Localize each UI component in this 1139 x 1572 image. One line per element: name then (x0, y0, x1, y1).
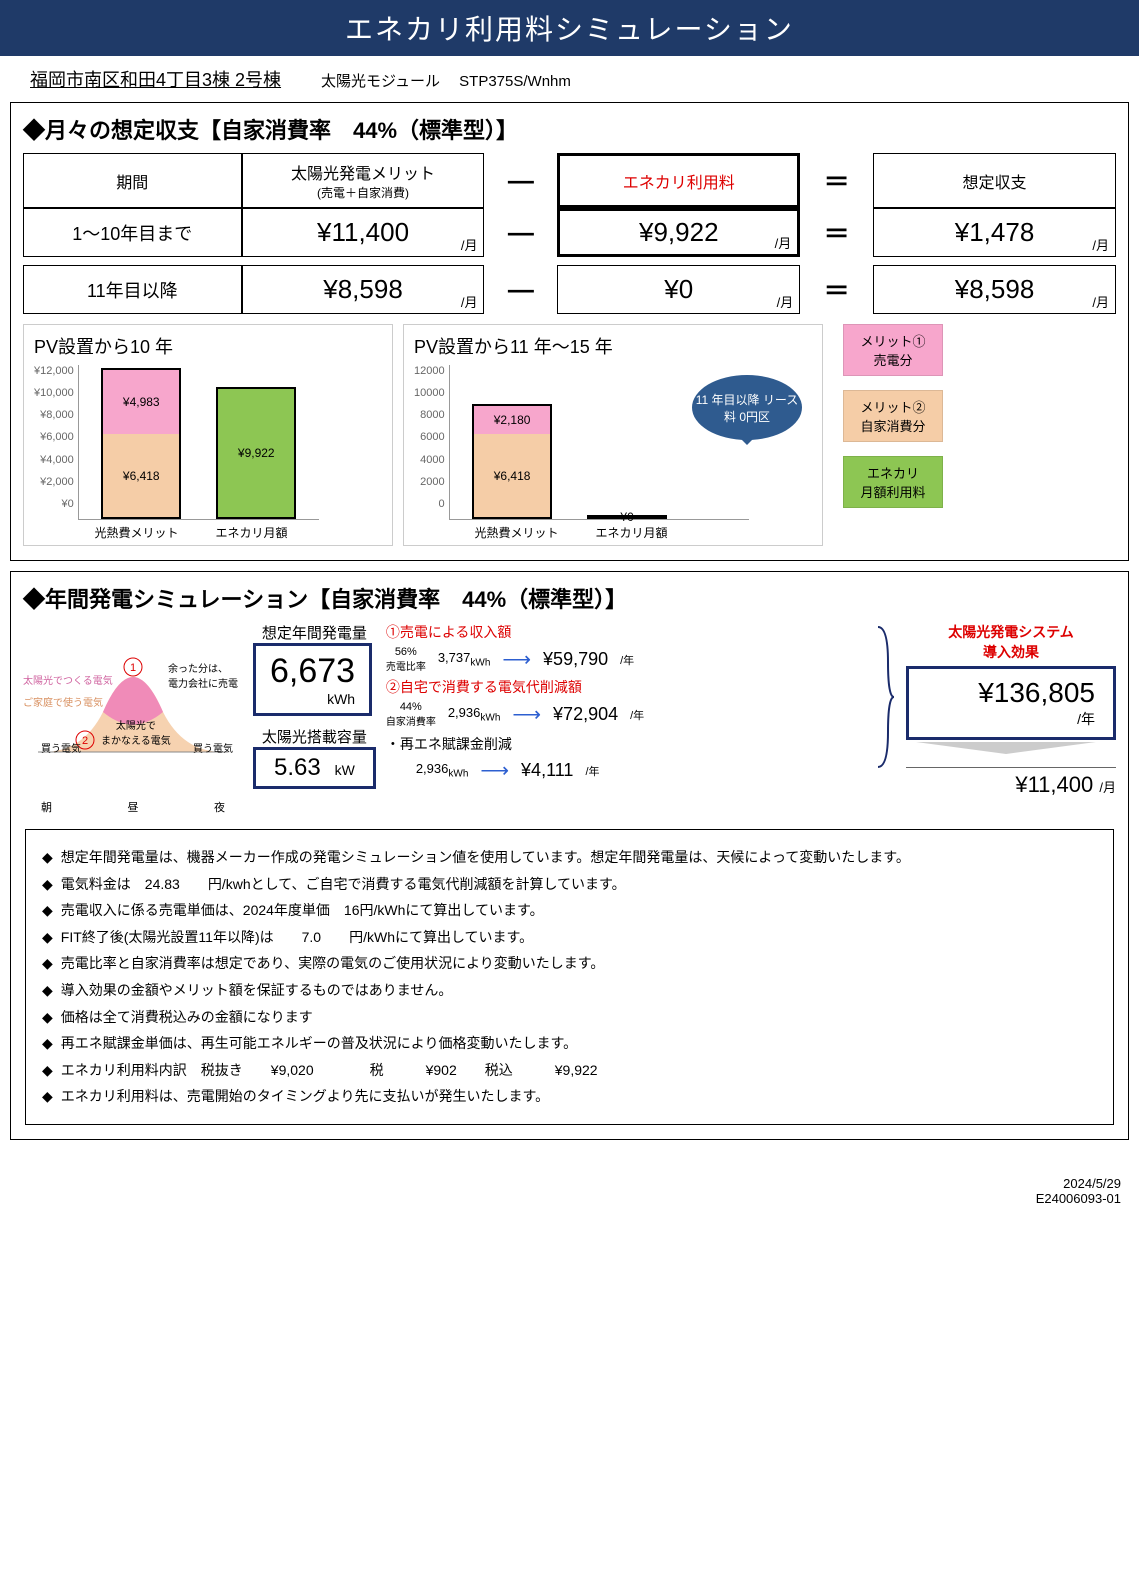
cell-merit: ¥11,400/月 (242, 208, 485, 257)
curve-diagram: 1 2 太陽光でつくる電気 ご家庭で使う電気 余った分は、 電力会社に売電 太陽… (23, 622, 243, 815)
callout-bubble: 11 年目以降 リース料 0円区 (692, 375, 802, 440)
bar-segment: ¥9,922 (218, 389, 294, 517)
sub-header: 福岡市南区和田4丁目3棟 2号棟 太陽光モジュール STP375S/Wnhm (0, 56, 1139, 102)
address: 福岡市南区和田4丁目3棟 2号棟 (30, 66, 281, 92)
chart1-title: PV設置から10 年 (34, 333, 382, 359)
chart-2: PV設置から11 年〜15 年 020004000600080001000012… (403, 324, 823, 546)
module-model: STP375S/Wnhm (459, 73, 571, 90)
table-row: 1〜10年目まで ¥11,400/月 — ¥9,922/月 ＝ ¥1,478/月 (23, 208, 1116, 257)
y-axis: 020004000600080001000012000 (414, 365, 445, 520)
cell-balance: ¥1,478/月 (873, 208, 1116, 257)
note-line: ◆売電収入に係る売電単価は、2024年度単価 16円/kWhにて算出しています。 (42, 897, 1097, 924)
bracket-icon (876, 622, 896, 772)
footer-docno: E24006093-01 (1036, 1191, 1121, 1206)
bars-zone: ¥6,418¥4,983 ¥9,922 (78, 365, 319, 520)
note-line: ◆想定年間発電量は、機器メーカー作成の発電シミュレーション値を使用しています。想… (42, 844, 1097, 871)
note-line: ◆価格は全て消費税込みの金額になります (42, 1004, 1097, 1031)
svg-text:2: 2 (82, 735, 88, 747)
arrow-icon: ⟶ (512, 702, 541, 727)
cell-balance: ¥8,598/月 (873, 265, 1116, 314)
notes-box: ◆想定年間発電量は、機器メーカー作成の発電シミュレーション値を使用しています。想… (25, 829, 1114, 1125)
note-line: ◆FIT終了後(太陽光設置11年以降)は 7.0 円/kWhにて算出しています。 (42, 924, 1097, 951)
charts-row: PV設置から10 年 ¥0¥2,000¥4,000¥6,000¥8,000¥10… (23, 324, 1116, 546)
arrow-icon: ⟶ (502, 647, 531, 672)
annual-section: ◆年間発電シミュレーション【自家消費率 44%（標準型）】 1 2 太陽光でつく… (10, 571, 1129, 1140)
hdr-period: 期間 (23, 153, 242, 208)
footer-date: 2024/5/29 (1036, 1176, 1121, 1191)
arrow-icon: ⟶ (480, 758, 509, 783)
cap-box-wrap: 太陽光搭載容量 5.63 kW (253, 726, 376, 789)
chart-1: PV設置から10 年 ¥0¥2,000¥4,000¥6,000¥8,000¥10… (23, 324, 393, 546)
effect-column: 太陽光発電システム 導入効果 ¥136,805 /年 ¥11,400 /月 (906, 622, 1116, 798)
legend-item: メリット②自家消費分 (843, 390, 943, 442)
footer: 2024/5/29 E24006093-01 (1036, 1176, 1121, 1206)
flow-lines: ①売電による収入額 56%売電比率 3,737kWh ⟶ ¥59,790 /年 … (386, 622, 866, 787)
note-line: ◆エネカリ利用料内訳 税抜き ¥9,020 税 ¥902 税込 ¥9,922 (42, 1057, 1097, 1084)
cell-fee: ¥9,922/月 (557, 208, 800, 257)
down-arrow-icon (906, 740, 1106, 758)
chart2-title: PV設置から11 年〜15 年 (414, 333, 812, 359)
bar-segment: ¥6,418 (103, 434, 179, 517)
effect-box: ¥136,805 /年 (906, 666, 1116, 740)
hdr-merit: 太陽光発電メリット (売電＋自家消費) (242, 153, 485, 208)
note-line: ◆エネカリ利用料は、売電開始のタイミングより先に支払いが発生いたします。 (42, 1083, 1097, 1110)
page-title: エネカリ利用料シミュレーション (0, 0, 1139, 56)
op-equals: ＝ (800, 153, 873, 208)
legend-item: エネカリ月額利用料 (843, 456, 943, 508)
note-line: ◆売電比率と自家消費率は想定であり、実際の電気のご使用状況により変動いたします。 (42, 950, 1097, 977)
table-row: 11年目以降 ¥8,598/月 — ¥0/月 ＝ ¥8,598/月 (23, 265, 1116, 314)
annual-title: ◆年間発電シミュレーション【自家消費率 44%（標準型）】 (23, 582, 1116, 614)
op-minus: — (484, 153, 557, 208)
cap-box: 5.63 kW (253, 747, 376, 789)
cell-fee: ¥0/月 (557, 265, 800, 314)
note-line: ◆導入効果の金額やメリット額を保証するものではありません。 (42, 977, 1097, 1004)
hdr-fee: エネカリ利用料 (557, 153, 800, 208)
hdr-balance: 想定収支 (873, 153, 1116, 208)
y-axis: ¥0¥2,000¥4,000¥6,000¥8,000¥10,000¥12,000 (34, 365, 74, 520)
bar-segment: ¥6,418 (474, 434, 550, 517)
monthly-effect: ¥11,400 /月 (906, 767, 1116, 798)
module-label: 太陽光モジュール (321, 73, 440, 90)
module-info: 太陽光モジュール STP375S/Wnhm (321, 70, 571, 91)
cell-period: 1〜10年目まで (23, 208, 242, 257)
monthly-title: ◆月々の想定収支【自家消費率 44%（標準型）】 (23, 113, 1116, 145)
gen-box: 6,673 kWh (253, 643, 372, 716)
monthly-table-header: 期間 太陽光発電メリット (売電＋自家消費) — エネカリ利用料 ＝ 想定収支 … (23, 153, 1116, 257)
bar-segment: ¥4,983 (103, 370, 179, 434)
gen-box-wrap: 想定年間発電量 6,673 kWh (253, 622, 376, 716)
legend-item: メリット①売電分 (843, 324, 943, 376)
note-line: ◆電気料金は 24.83 円/kwhとして、ご自宅で消費する電気代削減額を計算し… (42, 871, 1097, 898)
cell-merit: ¥8,598/月 (242, 265, 485, 314)
monthly-section: ◆月々の想定収支【自家消費率 44%（標準型）】 期間 太陽光発電メリット (売… (10, 102, 1129, 561)
note-line: ◆再エネ賦課金単価は、再生可能エネルギーの普及状況により価格変動いたします。 (42, 1030, 1097, 1057)
legend: メリット①売電分メリット②自家消費分エネカリ月額利用料 (843, 324, 943, 508)
cell-period: 11年目以降 (23, 265, 242, 314)
monthly-table-row2: 11年目以降 ¥8,598/月 — ¥0/月 ＝ ¥8,598/月 (23, 265, 1116, 314)
bar-segment: ¥2,180 (474, 406, 550, 434)
svg-text:1: 1 (130, 662, 136, 674)
